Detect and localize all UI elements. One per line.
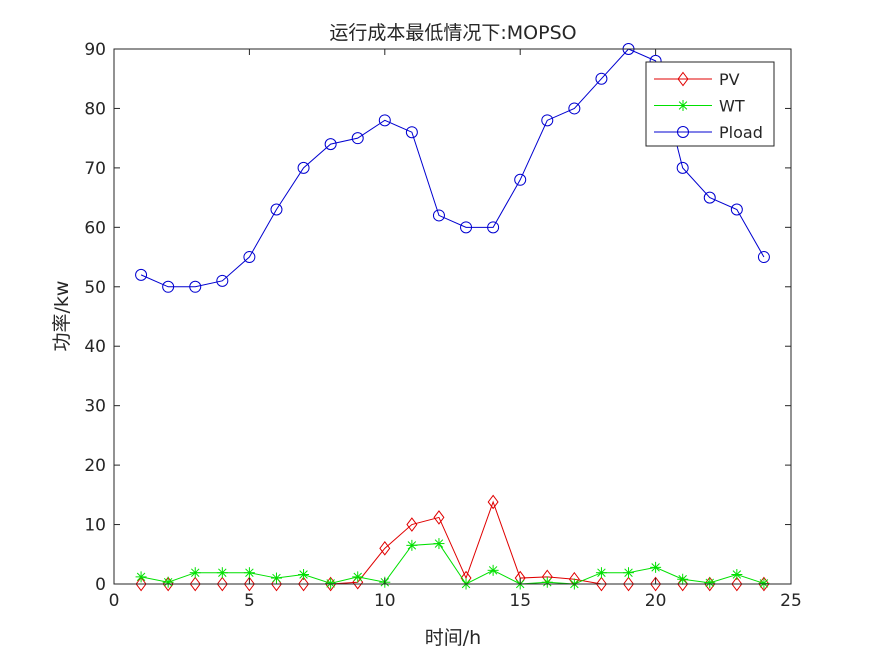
data-point-wt: [135, 571, 147, 583]
data-point-pv: [189, 576, 201, 592]
data-point-pv: [731, 576, 743, 592]
series-wt: [135, 538, 770, 590]
data-point-pload: [189, 280, 202, 293]
axes: 0 5 10 15 20 25 0 10 20 30 40 50 60 70 80 90: [84, 40, 801, 611]
data-point-pload: [703, 191, 716, 204]
data-point-pv: [650, 576, 662, 592]
y-tick-label: 90: [84, 40, 106, 60]
data-point-wt: [595, 567, 607, 579]
data-point-pload: [297, 161, 310, 174]
data-point-wt: [325, 577, 337, 589]
y-tick-label: 60: [84, 218, 106, 238]
x-axis-label: 时间/h: [425, 627, 481, 649]
y-tick-label: 50: [84, 278, 106, 298]
data-point-pload: [676, 161, 689, 174]
chart-title: 运行成本最低情况下:MOPSO: [329, 22, 576, 44]
y-tick-label: 10: [84, 516, 106, 536]
data-point-pload: [405, 126, 418, 139]
data-point-wt: [243, 567, 255, 579]
data-point-wt: [731, 568, 743, 580]
data-point-pload: [243, 251, 256, 264]
x-tick-label: 25: [780, 591, 802, 611]
legend-label: PV: [719, 70, 740, 89]
legend-item-pload: Pload: [654, 123, 763, 142]
data-point-wt: [704, 577, 716, 589]
legend-label: Pload: [719, 123, 763, 142]
data-point-wt: [270, 572, 282, 584]
data-point-pload: [595, 72, 608, 85]
x-tick-label: 15: [509, 591, 531, 611]
data-point-pload: [487, 221, 500, 234]
legend-item-wt: WT: [654, 97, 745, 116]
data-point-wt: [298, 568, 310, 580]
data-point-pv: [595, 576, 607, 592]
axes-box: [113, 48, 792, 585]
legend-marker: [677, 71, 689, 87]
data-point-wt: [406, 539, 418, 551]
y-tick-label: 80: [84, 99, 106, 119]
legend-item-pv: PV: [654, 70, 740, 89]
data-point-pload: [135, 268, 148, 281]
data-point-pload: [541, 114, 554, 127]
x-tick-label: 20: [645, 591, 667, 611]
data-point-wt: [487, 564, 499, 576]
data-point-pv: [379, 540, 391, 556]
y-tick-label: 20: [84, 456, 106, 476]
legend: PV WT Pload: [645, 61, 775, 147]
data-point-pv: [406, 517, 418, 532]
data-point-pload: [757, 251, 770, 264]
data-point-pload: [514, 173, 527, 186]
data-point-pload: [351, 132, 364, 145]
x-tick-label: 10: [374, 591, 396, 611]
data-point-pload: [730, 203, 743, 216]
data-point-wt: [189, 567, 201, 579]
data-point-wt: [758, 577, 770, 589]
data-point-pv: [487, 494, 499, 510]
data-point-pload: [568, 102, 581, 115]
data-point-pv: [623, 576, 635, 592]
data-point-wt: [216, 567, 228, 579]
data-point-wt: [677, 573, 689, 585]
data-point-pload: [378, 114, 391, 127]
data-point-pload: [460, 221, 473, 234]
data-point-wt: [650, 561, 662, 573]
legend-label: WT: [719, 97, 745, 116]
data-point-pload: [162, 280, 175, 293]
legend-marker: [677, 126, 689, 138]
y-axis-label: 功率/kw: [51, 281, 73, 352]
x-tick-label: 0: [109, 591, 120, 611]
data-point-wt: [623, 567, 635, 579]
data-point-pload: [324, 138, 337, 151]
data-point-pv: [135, 576, 147, 592]
data-point-wt: [541, 576, 553, 588]
data-point-pv: [243, 576, 255, 592]
data-point-wt: [433, 538, 445, 550]
data-point-pv: [216, 576, 228, 592]
data-point-wt: [162, 576, 174, 588]
data-point-wt: [352, 571, 364, 583]
y-tick-label: 40: [84, 337, 106, 357]
y-tick-label: 30: [84, 397, 106, 417]
data-point-pload: [216, 274, 229, 287]
data-point-pv: [433, 510, 445, 525]
y-tick-label: 0: [95, 575, 106, 595]
y-tick-label: 70: [84, 159, 106, 179]
x-tick-label: 5: [244, 591, 255, 611]
data-point-pv: [298, 576, 310, 592]
data-point-pload: [432, 209, 445, 222]
data-point-pload: [270, 203, 283, 216]
legend-marker: [677, 100, 689, 111]
